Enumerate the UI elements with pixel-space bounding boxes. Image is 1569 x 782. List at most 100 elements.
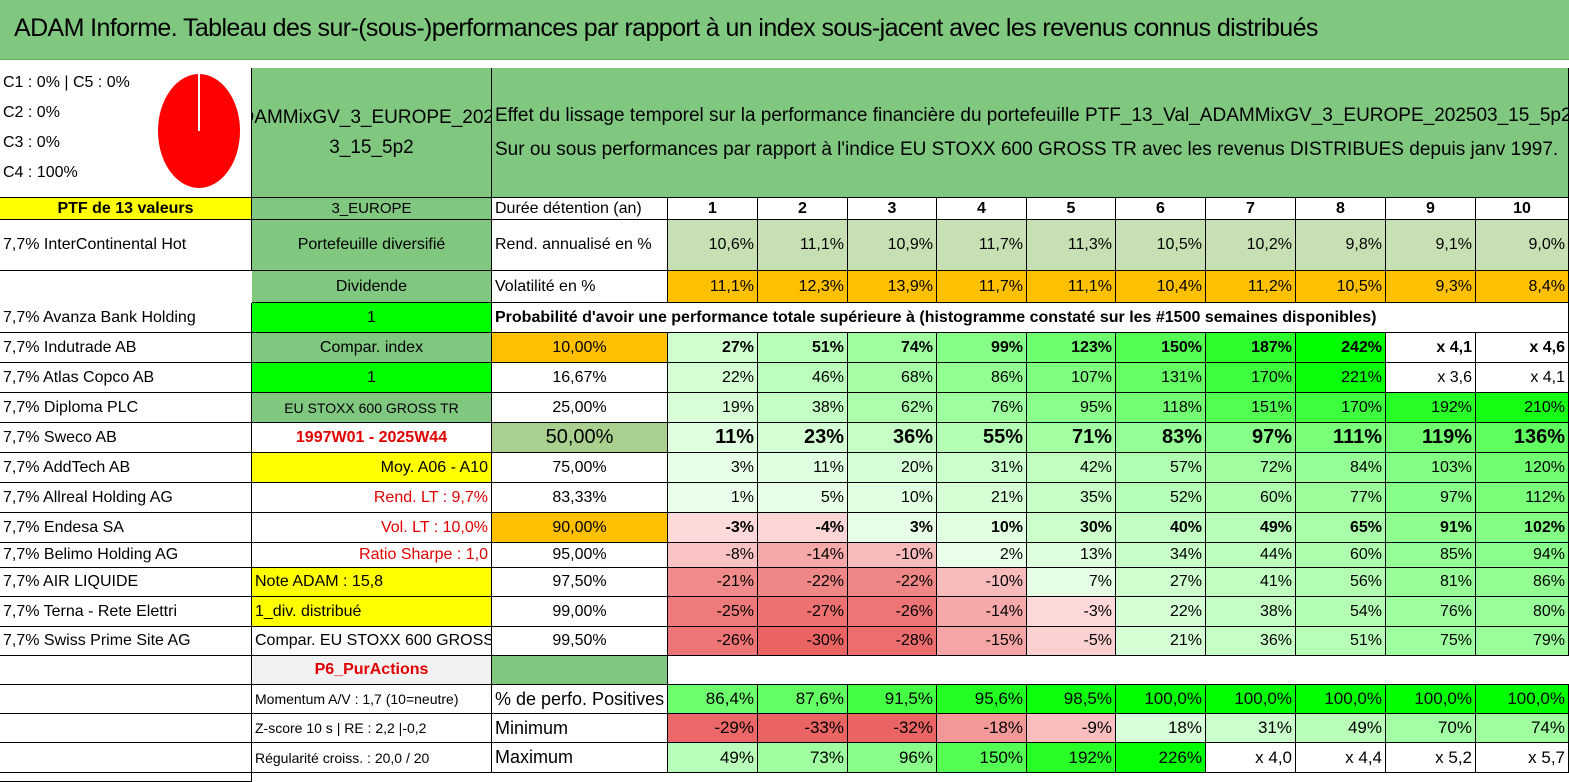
probability-threshold: 83,33%	[492, 483, 668, 513]
probability-title: Probabilité d'avoir une performance tota…	[492, 303, 1476, 333]
stat-value: 87,6%	[758, 685, 848, 714]
info-cell: Dividende	[252, 271, 492, 303]
probability-value: 80%	[1476, 597, 1569, 627]
probability-value: 49%	[1206, 513, 1296, 543]
holding-row: 7,7% Allreal Holding AG	[0, 483, 252, 513]
vol-value: 13,9%	[848, 271, 937, 303]
empty-cell	[1476, 303, 1569, 333]
holding-row: 7,7% AIR LIQUIDE	[0, 568, 252, 597]
probability-value: -28%	[848, 627, 937, 656]
holding-row: 7,7% Swiss Prime Site AG	[0, 627, 252, 656]
probability-value: -5%	[1027, 627, 1116, 656]
vol-value: 11,2%	[1206, 271, 1296, 303]
year-header: 1	[668, 198, 758, 220]
probability-value: 75%	[1386, 627, 1476, 656]
holding-row: 7,7% Terna - Rete Elettri	[0, 597, 252, 627]
probability-value: -15%	[937, 627, 1027, 656]
probability-value: 94%	[1476, 543, 1569, 568]
holding-row: 7,7% Atlas Copco AB	[0, 363, 252, 393]
probability-threshold: 50,00%	[492, 423, 668, 453]
stat-value: 96%	[848, 743, 937, 773]
info-cell: Compar. EU STOXX 600 GROSS TR	[252, 627, 492, 656]
class-line: C3 : 0%	[3, 134, 60, 151]
probability-value: 187%	[1206, 333, 1296, 363]
probability-value: 11%	[668, 423, 758, 453]
rend-value: 10,6%	[668, 220, 758, 271]
probability-value: 151%	[1206, 393, 1296, 423]
probability-value: 91%	[1386, 513, 1476, 543]
stat-value: 70%	[1386, 714, 1476, 743]
info-cell: Régularité croiss. : 20,0 / 20	[252, 743, 492, 773]
probability-value: 35%	[1027, 483, 1116, 513]
portfolio-name-line: ADAMMixGV_3_EUROPE_20250	[252, 106, 491, 128]
probability-value: 65%	[1296, 513, 1386, 543]
stat-value: 95,6%	[937, 685, 1027, 714]
vol-value: 8,4%	[1476, 271, 1569, 303]
info-cell: Momentum A/V : 1,7 (10=neutre)	[252, 685, 492, 714]
probability-threshold: 97,50%	[492, 568, 668, 597]
stat-value: 100,0%	[1116, 685, 1206, 714]
description-line: Effet du lissage temporel sur la perform…	[495, 104, 1569, 126]
rend-value: 11,7%	[937, 220, 1027, 271]
year-header: 3	[848, 198, 937, 220]
probability-value: 34%	[1116, 543, 1206, 568]
probability-value: 19%	[668, 393, 758, 423]
stat-value: 86,4%	[668, 685, 758, 714]
class-line: C4 : 100%	[3, 164, 78, 181]
probability-value: 71%	[1027, 423, 1116, 453]
probability-value: -10%	[937, 568, 1027, 597]
stat-value: 150%	[937, 743, 1027, 773]
stat-value: x 4,4	[1296, 743, 1386, 773]
probability-value: 56%	[1296, 568, 1386, 597]
probability-value: 68%	[848, 363, 937, 393]
probability-value: 46%	[758, 363, 848, 393]
stat-value: x 5,2	[1386, 743, 1476, 773]
holding-row: 7,7% Avanza Bank Holding	[0, 303, 252, 333]
probability-value: 136%	[1476, 423, 1569, 453]
report-title-bar: ADAM Informe. Tableau des sur-(sous-)per…	[0, 0, 1569, 60]
probability-value: 95%	[1027, 393, 1116, 423]
holding-row: 7,7% Endesa SA	[0, 513, 252, 543]
probability-value: 21%	[1116, 627, 1206, 656]
probability-value: 210%	[1476, 393, 1569, 423]
probability-value: -22%	[758, 568, 848, 597]
probability-value: 5%	[758, 483, 848, 513]
probability-value: 107%	[1027, 363, 1116, 393]
probability-value: 42%	[1027, 453, 1116, 483]
stat-value: 192%	[1027, 743, 1116, 773]
stat-value: 91,5%	[848, 685, 937, 714]
probability-value: x 4,6	[1476, 333, 1569, 363]
probability-value: 103%	[1386, 453, 1476, 483]
probability-value: 123%	[1027, 333, 1116, 363]
report-title: ADAM Informe. Tableau des sur-(sous-)per…	[14, 14, 1318, 42]
rend-value: 9,8%	[1296, 220, 1386, 271]
probability-value: 1%	[668, 483, 758, 513]
probability-value: 119%	[1386, 423, 1476, 453]
probability-value: 118%	[1116, 393, 1206, 423]
probability-threshold: 99,00%	[492, 597, 668, 627]
probability-value: 55%	[937, 423, 1027, 453]
probability-value: 81%	[1386, 568, 1476, 597]
empty-cell	[492, 656, 668, 685]
holding-row: 7,7% Indutrade AB	[0, 333, 252, 363]
stat-value: -32%	[848, 714, 937, 743]
empty-cell	[0, 714, 252, 743]
info-cell: P6_PurActions	[252, 656, 492, 685]
info-cell: Rend. LT : 9,7%	[252, 483, 492, 513]
rend-value: 10,9%	[848, 220, 937, 271]
probability-value: 83%	[1116, 423, 1206, 453]
stat-value: 74%	[1476, 714, 1569, 743]
probability-value: 31%	[937, 453, 1027, 483]
empty-cell	[0, 743, 252, 773]
probability-threshold: 99,50%	[492, 627, 668, 656]
probability-value: -4%	[758, 513, 848, 543]
probability-value: -8%	[668, 543, 758, 568]
probability-value: 85%	[1386, 543, 1476, 568]
empty-cell	[0, 656, 252, 685]
probability-value: -3%	[1027, 597, 1116, 627]
stat-value: 49%	[668, 743, 758, 773]
info-cell: Vol. LT : 10,0%	[252, 513, 492, 543]
probability-value: -3%	[668, 513, 758, 543]
probability-value: 112%	[1476, 483, 1569, 513]
probability-value: 111%	[1296, 423, 1386, 453]
